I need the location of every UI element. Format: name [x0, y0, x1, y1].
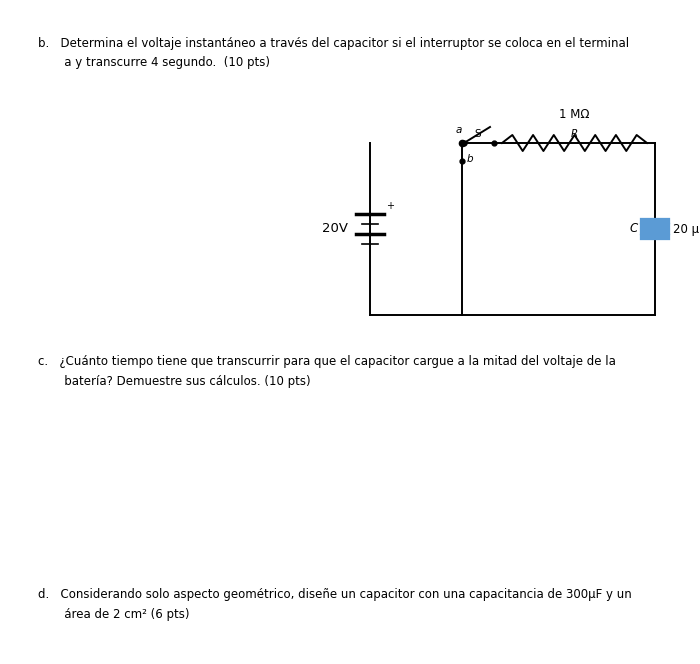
- Text: S: S: [474, 129, 481, 139]
- Text: 20V: 20V: [322, 222, 348, 236]
- Text: a: a: [456, 125, 462, 135]
- Text: b.   Determina el voltaje instantáneo a través del capacitor si el interruptor s: b. Determina el voltaje instantáneo a tr…: [38, 37, 629, 50]
- Text: área de 2 cm² (6 pts): área de 2 cm² (6 pts): [38, 608, 190, 621]
- Text: batería? Demuestre sus cálculos. (10 pts): batería? Demuestre sus cálculos. (10 pts…: [38, 375, 311, 388]
- Text: R: R: [571, 129, 578, 139]
- Text: c.   ¿Cuánto tiempo tiene que transcurrir para que el capacitor cargue a la mita: c. ¿Cuánto tiempo tiene que transcurrir …: [38, 355, 617, 369]
- Text: 20 μF: 20 μF: [673, 222, 700, 236]
- Text: a y transcurre 4 segundo.  (10 pts): a y transcurre 4 segundo. (10 pts): [38, 56, 270, 70]
- Text: 1 MΩ: 1 MΩ: [559, 108, 589, 121]
- Text: +: +: [386, 201, 394, 211]
- Text: C: C: [630, 222, 638, 236]
- Text: d.   Considerando solo aspecto geométrico, diseñe un capacitor con una capacitan: d. Considerando solo aspecto geométrico,…: [38, 588, 632, 601]
- Text: b: b: [467, 154, 474, 164]
